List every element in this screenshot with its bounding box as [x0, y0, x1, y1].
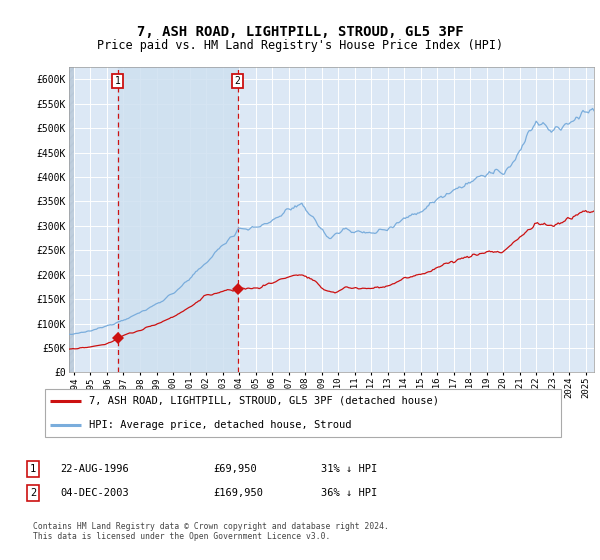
Text: 7, ASH ROAD, LIGHTPILL, STROUD, GL5 3PF (detached house): 7, ASH ROAD, LIGHTPILL, STROUD, GL5 3PF …	[89, 396, 439, 406]
Text: 22-AUG-1996: 22-AUG-1996	[60, 464, 129, 474]
Text: 31% ↓ HPI: 31% ↓ HPI	[321, 464, 377, 474]
Text: 36% ↓ HPI: 36% ↓ HPI	[321, 488, 377, 498]
Bar	[118, 67, 238, 372]
Text: Price paid vs. HM Land Registry's House Price Index (HPI): Price paid vs. HM Land Registry's House …	[97, 39, 503, 52]
Text: HPI: Average price, detached house, Stroud: HPI: Average price, detached house, Stro…	[89, 420, 352, 430]
Text: 1: 1	[115, 76, 121, 86]
Text: 2: 2	[30, 488, 36, 498]
Text: £69,950: £69,950	[213, 464, 257, 474]
Text: 2: 2	[235, 76, 241, 86]
Text: £169,950: £169,950	[213, 488, 263, 498]
Text: 1: 1	[30, 464, 36, 474]
Text: 04-DEC-2003: 04-DEC-2003	[60, 488, 129, 498]
Text: 7, ASH ROAD, LIGHTPILL, STROUD, GL5 3PF: 7, ASH ROAD, LIGHTPILL, STROUD, GL5 3PF	[137, 25, 463, 39]
Bar	[69, 67, 74, 372]
Text: Contains HM Land Registry data © Crown copyright and database right 2024.
This d: Contains HM Land Registry data © Crown c…	[33, 522, 389, 542]
FancyBboxPatch shape	[44, 389, 562, 437]
